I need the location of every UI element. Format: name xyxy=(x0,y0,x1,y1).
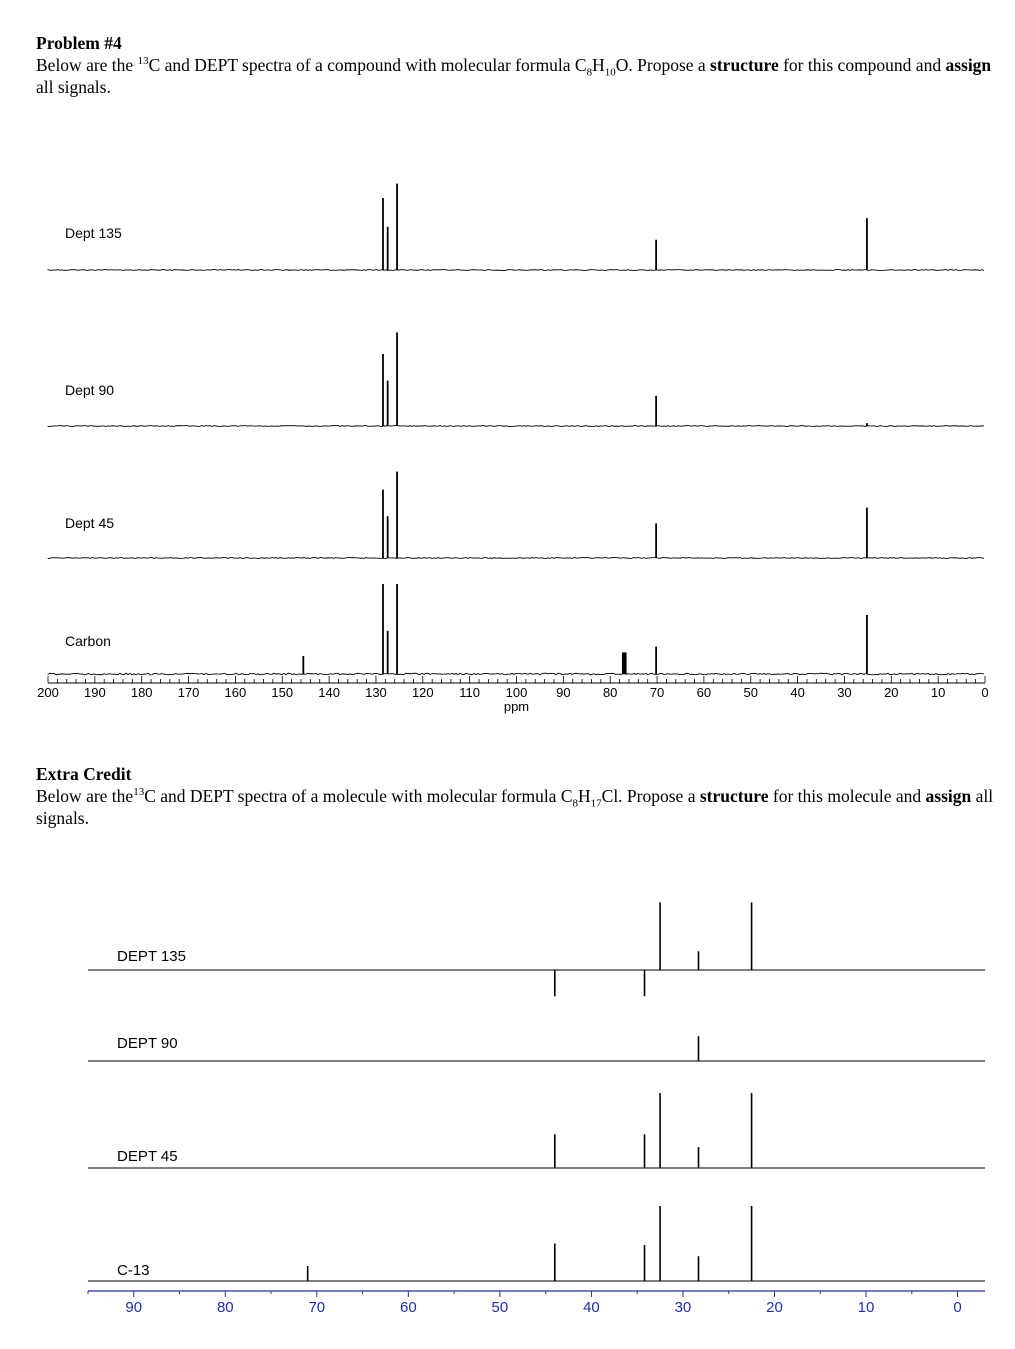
tick-label: 30 xyxy=(675,1299,692,1316)
extra-text-f: all signals. xyxy=(36,786,994,828)
baseline-dept-45 xyxy=(47,557,985,559)
tick-label: 160 xyxy=(225,685,247,700)
problem4-text-f: all signals. xyxy=(36,77,111,97)
tick-label: 90 xyxy=(125,1299,142,1316)
extra-heading: Extra Credit xyxy=(36,764,132,784)
extra-sup: 13 xyxy=(133,786,145,799)
tick-label: 170 xyxy=(178,685,200,700)
problem4-text-c: H xyxy=(592,55,605,75)
tick-label: 140 xyxy=(318,685,340,700)
problem4-bold-assign: assign xyxy=(945,55,992,75)
extra-text-b: C and DEPT spectra of a molecule with mo… xyxy=(144,786,573,806)
problem4-sub2: 10 xyxy=(604,66,616,79)
spectrum-label: Dept 135 xyxy=(65,225,122,241)
baseline-dept-90 xyxy=(47,425,985,427)
problem4-text: Problem #4 Below are the 13C and DEPT sp… xyxy=(36,32,996,98)
tick-label: 200 xyxy=(37,685,59,700)
tick-label: 40 xyxy=(790,685,804,700)
tick-label: 130 xyxy=(365,685,387,700)
tick-label: 190 xyxy=(84,685,106,700)
extra-sub2: 17 xyxy=(590,797,602,810)
tick-label: 0 xyxy=(953,1299,961,1316)
problem4-text-e: for this compound and xyxy=(778,55,946,75)
tick-label: 120 xyxy=(412,685,434,700)
tick-label: 60 xyxy=(400,1299,417,1316)
baseline-dept-135 xyxy=(47,269,985,271)
problem4-heading: Problem #4 xyxy=(36,33,122,53)
tick-label: 80 xyxy=(217,1299,234,1316)
tick-label: 30 xyxy=(837,685,851,700)
extra-bold-structure: structure xyxy=(699,786,769,806)
tick-label: 60 xyxy=(697,685,711,700)
problem4-sup: 13 xyxy=(137,55,149,68)
tick-label: 20 xyxy=(766,1299,783,1316)
tick-label: 0 xyxy=(981,685,988,700)
x-axis-label: ppm xyxy=(504,699,529,714)
tick-label: 150 xyxy=(271,685,293,700)
tick-label: 70 xyxy=(650,685,664,700)
extra-text-e: for this molecule and xyxy=(768,786,926,806)
spectrum-label: DEPT 45 xyxy=(117,1148,178,1165)
tick-label: 50 xyxy=(744,685,758,700)
problem4-text-d: O. Propose a xyxy=(615,55,711,75)
tick-label: 80 xyxy=(603,685,617,700)
tick-label: 90 xyxy=(556,685,570,700)
problem4-text-a: Below are the xyxy=(36,55,138,75)
spectrum-label: Dept 90 xyxy=(65,382,114,398)
problem4-sub1: 8 xyxy=(586,66,593,79)
tick-label: 100 xyxy=(506,685,528,700)
tick-label: 180 xyxy=(131,685,153,700)
extra-text-a: Below are the xyxy=(36,786,134,806)
spectrum-label: Carbon xyxy=(65,633,111,649)
tick-label: 50 xyxy=(492,1299,509,1316)
spectrum-label: C-13 xyxy=(117,1262,150,1279)
extra-sub1: 8 xyxy=(572,797,579,810)
tick-label: 10 xyxy=(858,1299,875,1316)
tick-label: 40 xyxy=(583,1299,600,1316)
tick-label: 20 xyxy=(884,685,898,700)
tick-label: 110 xyxy=(459,685,480,700)
spectrum-label: DEPT 90 xyxy=(117,1035,178,1052)
problem4-text-b: C and DEPT spectra of a compound with mo… xyxy=(148,55,587,75)
spectrum-label: Dept 45 xyxy=(65,515,114,531)
tick-label: 70 xyxy=(308,1299,325,1316)
extra-text-d: Cl. Propose a xyxy=(601,786,700,806)
spectrum-label: DEPT 135 xyxy=(117,948,186,965)
extra-credit-text: Extra Credit Below are the13C and DEPT s… xyxy=(36,763,996,829)
problem4-bold-structure: structure xyxy=(710,55,779,75)
extra-text-c: H xyxy=(578,786,591,806)
baseline-carbon xyxy=(47,672,985,676)
tick-label: 10 xyxy=(931,685,945,700)
extra-bold-assign: assign xyxy=(925,786,972,806)
